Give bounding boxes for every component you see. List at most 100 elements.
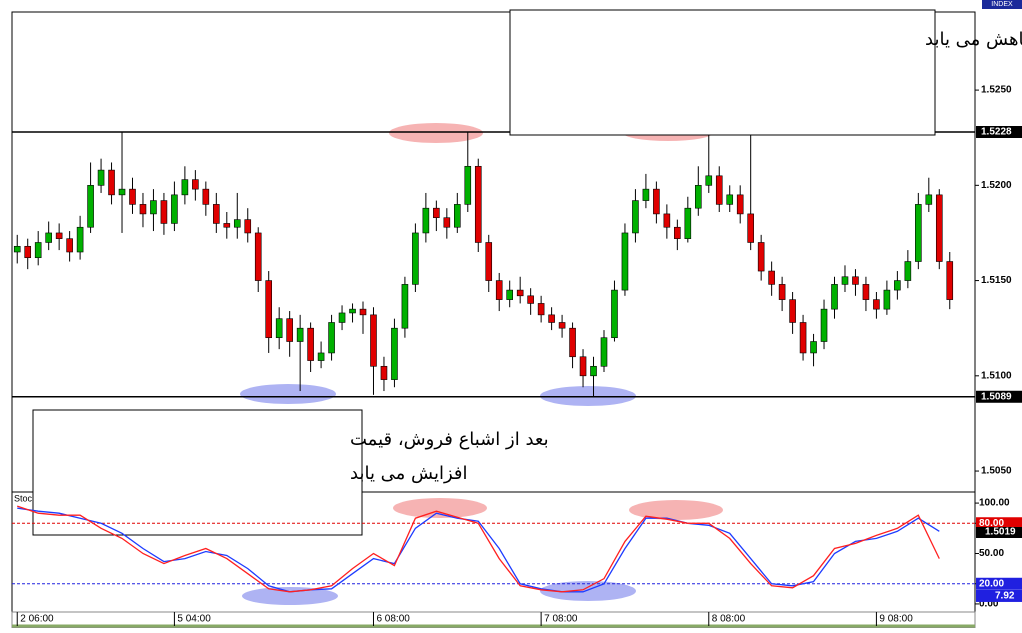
- marker-text: 1.5019: [985, 527, 1016, 538]
- y-tick-label: 80.00: [979, 518, 1004, 529]
- candle-body: [715, 175, 723, 205]
- candle-body: [233, 219, 241, 228]
- level-label: 1.5228: [981, 127, 1012, 138]
- candle-body: [474, 165, 482, 243]
- candle-body: [852, 276, 859, 285]
- candle-body: [789, 299, 796, 323]
- candle-body: [527, 295, 534, 304]
- level-label: 1.5089: [981, 391, 1012, 402]
- candle-body: [244, 219, 252, 234]
- oversold-marker: [540, 386, 636, 406]
- marker-badge: [976, 527, 1022, 538]
- candle-body: [422, 207, 430, 234]
- y-tick-label: 100.00: [979, 498, 1010, 509]
- candle-body: [34, 242, 42, 259]
- annotation-text: بعد از اشباع خرید، قیمت کاهش می یابد: [925, 29, 1022, 50]
- y-tick-label: 1.5150: [981, 275, 1012, 286]
- candle-body: [642, 188, 650, 201]
- candle-body: [296, 327, 304, 342]
- annotation-box: [509, 9, 936, 136]
- candle-body: [621, 232, 629, 291]
- overbought-marker: [393, 498, 487, 518]
- candle-body: [810, 341, 817, 354]
- candle-body: [275, 318, 283, 339]
- candle-body: [925, 194, 933, 205]
- candle-body: [24, 245, 32, 259]
- y-tick-label: 1.5250: [981, 85, 1012, 96]
- candle-body: [590, 365, 597, 377]
- overbought-marker: [389, 123, 483, 143]
- candle-body: [674, 226, 681, 239]
- candle-body: [412, 232, 419, 285]
- candle-body: [317, 352, 325, 361]
- candle-body: [653, 188, 660, 215]
- oversold-marker: [240, 384, 336, 404]
- candle-body: [150, 200, 157, 215]
- candle-body: [171, 194, 178, 224]
- candle-body: [768, 270, 775, 285]
- candle-body: [338, 312, 346, 323]
- candle-body: [129, 188, 136, 205]
- candle-body: [632, 200, 639, 234]
- candle-body: [799, 322, 807, 354]
- level-badge: [976, 390, 1022, 403]
- candle-body: [202, 188, 210, 205]
- oversold-marker: [540, 581, 636, 601]
- oversold-marker: [242, 587, 338, 605]
- candle-body: [820, 308, 828, 342]
- candle-body: [443, 217, 451, 228]
- candle-body: [873, 299, 880, 310]
- candle-body: [213, 204, 220, 224]
- overbought-marker: [629, 500, 723, 520]
- annotation-text: بعد از اشباع فروش، قیمت: [350, 429, 549, 450]
- candle-body: [108, 169, 115, 196]
- x-tick-label: 2 06:00: [20, 614, 54, 625]
- level-badge: [976, 126, 1022, 138]
- candle-body: [433, 207, 440, 219]
- candle-body: [192, 179, 199, 190]
- candle-body: [495, 280, 503, 300]
- x-tick-label: 6 08:00: [376, 614, 410, 625]
- index-badge: [982, 0, 1022, 9]
- annotation-box: [32, 409, 363, 536]
- candle-body: [359, 308, 367, 316]
- candle-body: [506, 289, 513, 300]
- y-tick-label: 1.5050: [981, 466, 1012, 477]
- candle-body: [370, 314, 377, 367]
- indicator-title: Stoch: [14, 493, 37, 503]
- tick-badge: [976, 577, 1022, 590]
- annotation-text: افزایش می یابد: [350, 463, 468, 484]
- y-tick-label: 20.00: [979, 578, 1004, 589]
- y-tick-label: 50.00: [979, 548, 1004, 559]
- candle-body: [55, 232, 63, 239]
- readout-label: 7.92: [995, 591, 1015, 602]
- candle-body: [757, 242, 765, 272]
- candle-body: [537, 303, 545, 316]
- candle-body: [558, 322, 566, 329]
- candle-body: [328, 322, 335, 354]
- candle-body: [894, 280, 901, 291]
- candle-body: [705, 175, 713, 186]
- candle-body: [265, 280, 273, 339]
- candle-body: [862, 284, 870, 300]
- candle-body: [726, 194, 734, 205]
- candle-body: [485, 242, 493, 281]
- x-tick-label: 9 08:00: [879, 614, 913, 625]
- candle-body: [66, 238, 73, 253]
- candle-body: [736, 194, 744, 215]
- candle-body: [401, 284, 409, 329]
- x-tick-label: 8 08:00: [712, 614, 746, 625]
- candle-body: [915, 204, 922, 262]
- candle-body: [391, 327, 398, 380]
- readout-badge: [976, 589, 1022, 602]
- x-tick-label: 7 08:00: [544, 614, 578, 625]
- candle-body: [286, 318, 293, 342]
- candle-body: [569, 327, 576, 358]
- candle-body: [611, 289, 618, 339]
- candle-body: [223, 223, 231, 228]
- candle-body: [548, 314, 555, 323]
- candle-body: [76, 226, 84, 253]
- candle-body: [380, 365, 388, 380]
- candle-body: [684, 207, 692, 239]
- candle-body: [747, 213, 754, 243]
